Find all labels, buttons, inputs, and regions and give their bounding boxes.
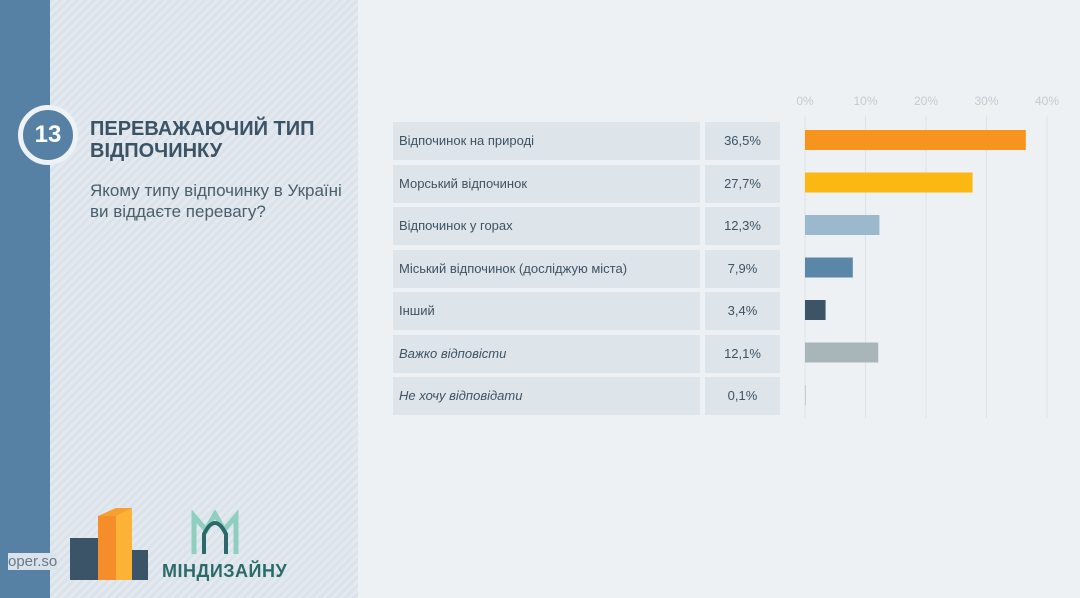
value-label: 3,4% [705, 292, 780, 330]
value-label: 12,3% [705, 207, 780, 245]
bar [805, 215, 880, 235]
value-label: 7,9% [705, 249, 780, 288]
category-label: Морський відпочинок [393, 164, 700, 203]
ministry-logo-icon [191, 510, 239, 554]
category-label: Міський відпочинок (досліджую міста) [393, 249, 700, 288]
x-tick-label: 20% [914, 94, 938, 108]
bar [805, 300, 826, 320]
page-title: ПЕРЕВАЖАЮЧИЙ ТИП ВІДПОЧИНКУ [90, 118, 315, 162]
value-label: 27,7% [705, 164, 780, 203]
category-label: Інший [393, 292, 700, 330]
category-label: Важко відповісти [393, 334, 700, 373]
bar [805, 130, 1026, 150]
category-label: Відпочинок на природі [393, 122, 700, 160]
site-link[interactable]: oper.so [8, 553, 58, 570]
x-tick-label: 0% [796, 94, 814, 108]
bar [805, 257, 853, 278]
bar [805, 172, 973, 193]
category-label: Відпочинок у горах [393, 207, 700, 245]
bar-chart: 0% 10% 20% 30% 40% [796, 94, 1059, 418]
side-stripe [0, 0, 50, 598]
ministry-logo-text: МІНДИЗАЙНУ [162, 561, 288, 581]
left-panel [50, 0, 358, 598]
buildings-logo-icon [70, 508, 148, 580]
value-label: 0,1% [705, 377, 780, 415]
bar [805, 385, 806, 405]
question-text: Якому типу відпочинку в Україні ви відда… [90, 181, 342, 221]
x-tick-label: 10% [853, 94, 877, 108]
value-label: 12,1% [705, 334, 780, 373]
x-tick-label: 30% [974, 94, 998, 108]
question-number-badge: 13 [18, 105, 78, 165]
value-label: 36,5% [705, 122, 780, 160]
category-label: Не хочу відповідати [393, 377, 700, 415]
bar [805, 342, 879, 363]
x-tick-label: 40% [1035, 94, 1059, 108]
